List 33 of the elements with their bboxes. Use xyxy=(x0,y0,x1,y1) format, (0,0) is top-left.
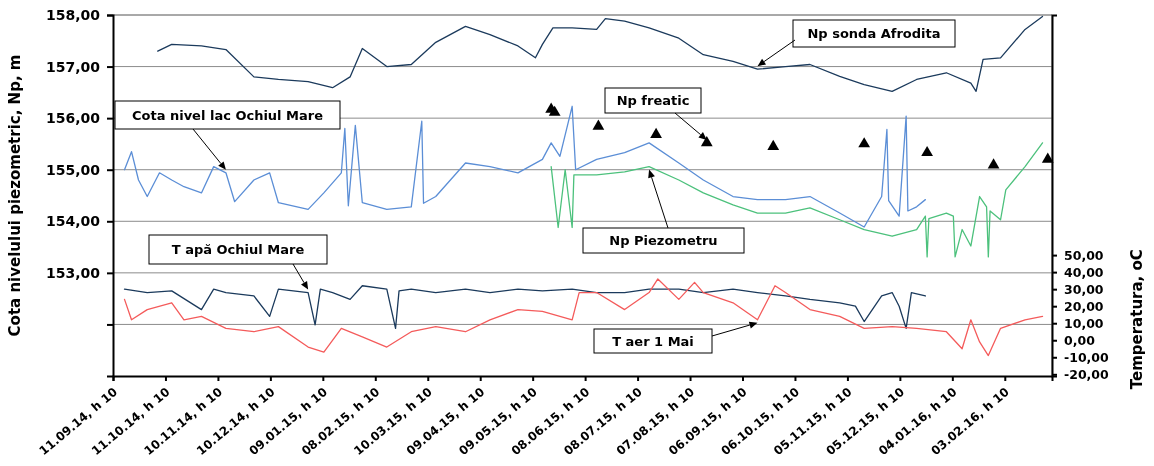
line-series xyxy=(157,15,1044,92)
text: T aer 1 Mai xyxy=(612,333,694,349)
series-label: Cota nivel lac Ochiul Mare xyxy=(131,107,324,123)
point xyxy=(1041,152,1054,163)
point xyxy=(767,139,780,150)
y-tick-label: 156,00 xyxy=(45,110,101,127)
series-label: Np sonda Afrodita xyxy=(807,26,941,42)
y2-tick-label: 0,00 xyxy=(1064,332,1096,348)
series-label: Np freatic xyxy=(616,93,690,109)
line-series xyxy=(123,285,927,329)
point xyxy=(987,158,1000,169)
y2-axis-title: Temperatura, oC xyxy=(1128,249,1146,390)
text: Np Piezometru xyxy=(609,233,718,249)
y2-tick-label: 20,00 xyxy=(1064,298,1104,314)
point xyxy=(921,145,934,157)
y2-tick-label: 30,00 xyxy=(1064,281,1104,297)
line-series xyxy=(123,278,1044,357)
y2-tick-label: 50,00 xyxy=(1064,247,1104,263)
y2-tick-label: -10,00 xyxy=(1064,349,1110,365)
y-tick-label: 157,00 xyxy=(45,58,101,75)
point xyxy=(650,127,662,139)
y-tick-label: 153,00 xyxy=(45,264,101,281)
y-tick-label: 155,00 xyxy=(45,161,101,178)
point xyxy=(592,119,605,130)
text: T apă Ochiul Mare xyxy=(171,242,305,258)
y2-tick-label: 10,00 xyxy=(1064,315,1104,331)
y-tick-label: 158,00 xyxy=(45,6,101,23)
y2-tick-label: 40,00 xyxy=(1064,264,1104,280)
y-axis-title: Cota nivelului piezometric, Np, m xyxy=(6,54,24,337)
y2-tick-label: -20,00 xyxy=(1064,366,1110,382)
y-tick-label: 154,00 xyxy=(45,213,101,230)
point xyxy=(858,137,871,148)
line-series xyxy=(550,142,1044,258)
